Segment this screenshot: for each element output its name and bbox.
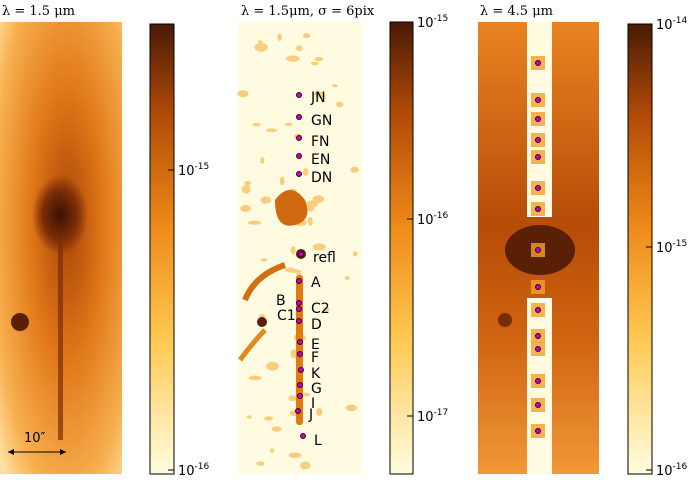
knot-label: I	[311, 396, 315, 412]
knot-marker	[296, 114, 302, 120]
knot-marker	[296, 92, 302, 98]
knot-label: G	[311, 381, 322, 397]
knot-label: C2	[311, 301, 330, 317]
knot-marker	[298, 367, 304, 373]
knot-marker	[535, 428, 541, 434]
knot-label: FN	[311, 134, 330, 150]
knot-marker	[296, 135, 302, 141]
panel-title: λ = 1.5μm, σ = 6pix	[241, 4, 375, 19]
knot-marker	[535, 185, 541, 191]
knot-label: DN	[311, 170, 332, 186]
knot-marker	[296, 300, 302, 306]
knot-marker	[535, 346, 541, 352]
colorbar-tick-label: 10-16	[178, 462, 210, 479]
knot-marker	[296, 306, 302, 312]
knot-marker	[296, 278, 302, 284]
knot-marker	[300, 433, 306, 439]
knot-label: J	[308, 407, 313, 423]
knot-label: E	[311, 337, 320, 353]
colorbar-tick-label: 10-15	[656, 239, 687, 256]
knot-label: EN	[311, 152, 330, 168]
knot-marker	[297, 382, 303, 388]
knot-label: F	[311, 350, 319, 366]
knot-label: D	[311, 317, 322, 333]
knot-marker	[535, 284, 541, 290]
knot-marker	[535, 307, 541, 313]
knot-marker	[535, 154, 541, 160]
knot-label: A	[311, 275, 321, 291]
colorbar-tick-label: 10-16	[656, 462, 688, 479]
knot-marker	[535, 333, 541, 339]
knot-marker	[535, 247, 541, 253]
knot-marker	[296, 318, 302, 324]
knot-label: refl	[313, 250, 336, 266]
knot-marker	[296, 153, 302, 159]
colorbar-2	[389, 21, 414, 475]
knot-marker	[535, 378, 541, 384]
panel-1: 10″ λ = 1.5 μm	[0, 4, 122, 474]
scale-bar-label: 10″	[24, 431, 46, 446]
knot-marker	[535, 116, 541, 122]
colorbar-tick-label: 10-15	[178, 162, 209, 179]
knot-label: K	[311, 366, 321, 382]
knot-label: B	[276, 293, 286, 309]
knot-marker	[535, 97, 541, 103]
knot-label: GN	[311, 113, 332, 129]
knot-marker	[298, 251, 304, 257]
knot-marker	[535, 206, 541, 212]
colorbar-tick-label: 10-15	[417, 14, 448, 31]
panel-3: λ = 4.5 μm	[478, 4, 599, 474]
knot-marker	[535, 60, 541, 66]
panel-title: λ = 1.5 μm	[2, 4, 75, 19]
knot-marker	[295, 408, 301, 414]
knot-marker	[297, 393, 303, 399]
colorbar-tick-label: 10-16	[417, 211, 449, 228]
colorbar-tick-label: 10-17	[417, 408, 448, 425]
colorbar-3	[627, 23, 653, 475]
colorbar-1	[149, 23, 175, 475]
knot-marker	[535, 402, 541, 408]
panel-title: λ = 4.5 μm	[480, 4, 553, 19]
knot-label: C1	[277, 308, 296, 324]
colorbar-tick-label: 10-14	[656, 16, 688, 33]
knot-marker	[297, 351, 303, 357]
knot-marker	[297, 339, 303, 345]
knot-label: L	[314, 433, 322, 449]
knot-label: JN	[310, 90, 326, 106]
knot-marker	[296, 171, 302, 177]
knot-marker	[535, 137, 541, 143]
